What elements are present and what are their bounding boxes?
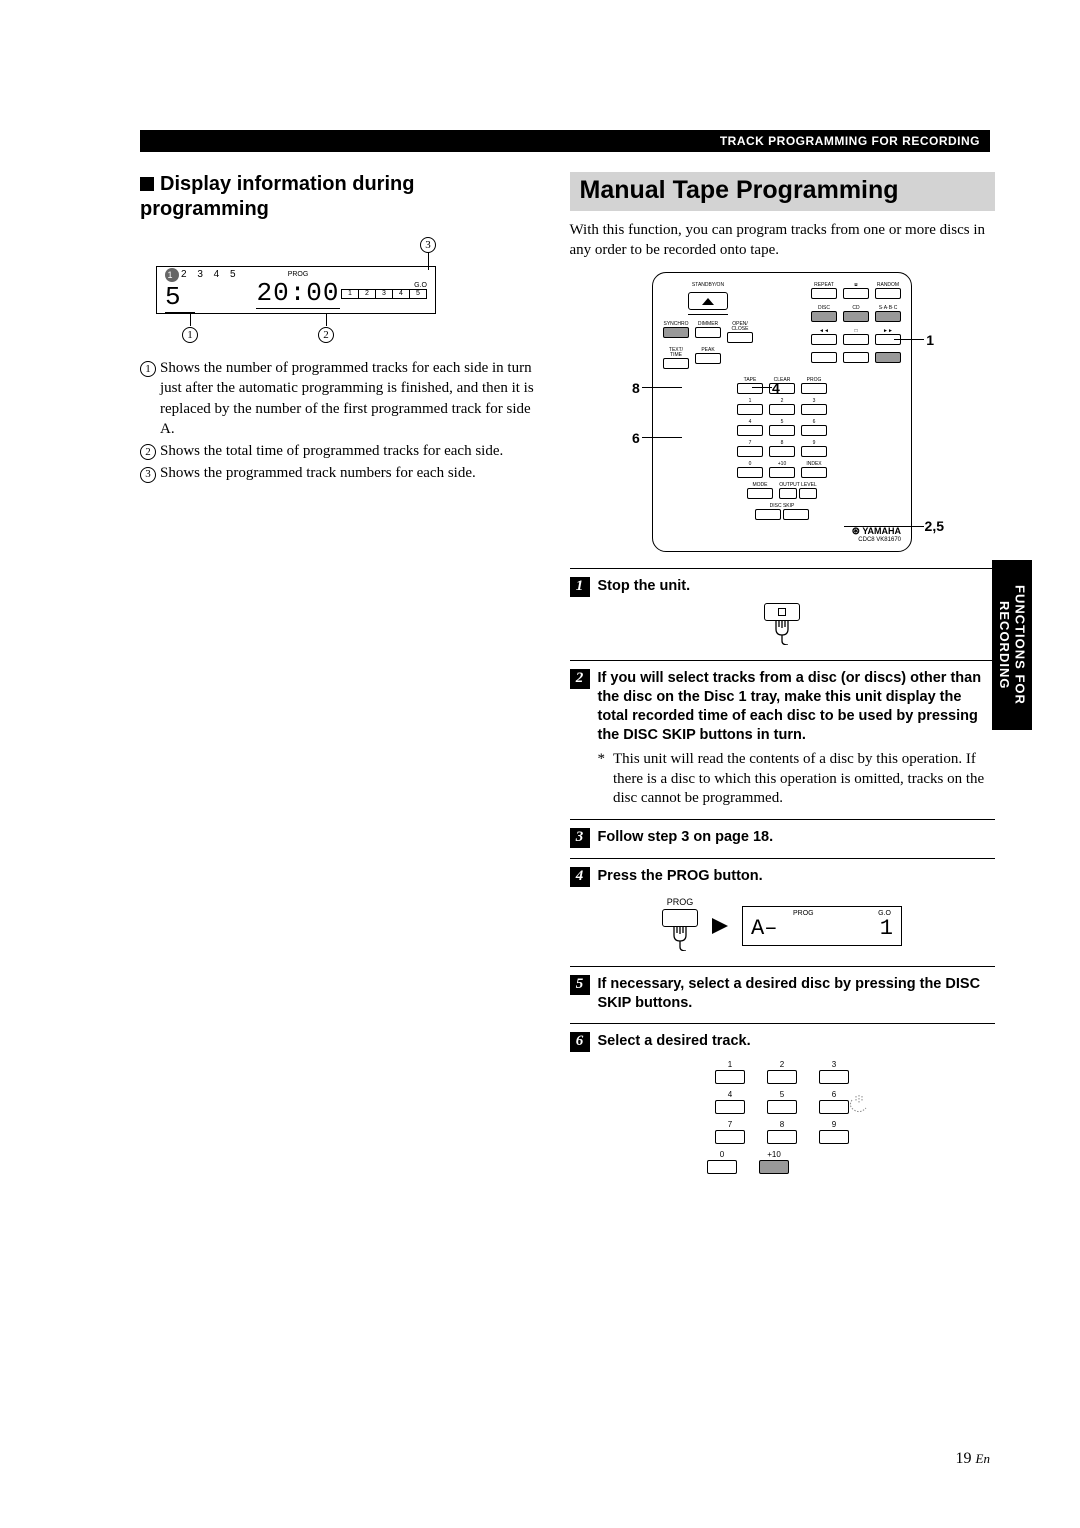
step-6-head: Select a desired track.: [598, 1032, 751, 1051]
intro-text: With this function, you can program trac…: [570, 221, 995, 260]
remote-callout-8: 8: [632, 380, 640, 396]
step-5-number: 5: [570, 975, 590, 995]
callout-2: 2: [318, 326, 334, 343]
lcd-prog-label: PROG: [255, 271, 341, 278]
remote-callout-6: 6: [632, 430, 640, 446]
numpad-diagram: 1 2 3 4 5 6: [702, 1060, 862, 1174]
right-column: Manual Tape Programming With this functi…: [570, 172, 995, 1190]
step-1-head: Stop the unit.: [598, 577, 691, 596]
annot-2-text: Shows the total time of programmed track…: [160, 441, 503, 461]
lcd-go-label: G.O: [414, 282, 427, 289]
stop-button-icon: [764, 603, 800, 650]
callout-3: 3: [420, 236, 436, 253]
header-title: TRACK PROGRAMMING FOR RECORDING: [720, 134, 980, 148]
model-label: CDC8 VK81670: [663, 537, 901, 543]
step-2-note: This unit will read the contents of a di…: [613, 750, 995, 809]
annot-3-text: Shows the programmed track numbers for e…: [160, 463, 476, 483]
remote-callout-4: 4: [772, 380, 780, 396]
left-heading-text: Display information during programming: [140, 173, 414, 220]
heading-square-icon: [140, 177, 154, 191]
press-hand-icon: [848, 1092, 878, 1122]
lcd-box: 12 3 4 5 5 PROG 20:00 G.O 1 2 3: [156, 266, 436, 314]
lcd-disc-row: 12 3 4 5: [165, 268, 255, 282]
page-footer: 19 En: [956, 1450, 990, 1468]
annotation-list: 1 Shows the number of programmed tracks …: [140, 358, 540, 484]
step-4-number: 4: [570, 867, 590, 887]
remote-callout-1: 1: [926, 332, 934, 348]
left-heading: Display information during programming: [140, 172, 540, 222]
step-4: 4 Press the PROG button. PROG PROG G.O: [570, 858, 995, 966]
lcd-track-number: 5: [165, 282, 195, 313]
step-2: 2 If you will select tracks from a disc …: [570, 660, 995, 819]
side-tab-text: FUNCTIONS FOR RECORDING: [996, 585, 1027, 705]
brand-label: YAMAHA: [862, 526, 901, 536]
remote-callout-2-5: 2,5: [925, 518, 944, 534]
step-3: 3 Follow step 3 on page 18.: [570, 819, 995, 858]
step-1-number: 1: [570, 577, 590, 597]
step-2-number: 2: [570, 669, 590, 689]
page-header-bar: TRACK PROGRAMMING FOR RECORDING: [140, 130, 990, 152]
step-6: 6 Select a desired track. 1 2 3 4 5 6: [570, 1023, 995, 1190]
side-tab: FUNCTIONS FOR RECORDING: [992, 560, 1032, 730]
step-3-head: Follow step 3 on page 18.: [598, 828, 774, 847]
annot-1-text: Shows the number of programmed tracks fo…: [160, 358, 540, 439]
step-4-head: Press the PROG button.: [598, 867, 763, 886]
remote-diagram: STANDBY/ON SYNCHRO DIMMER OPEN/ CLOSE TE…: [652, 272, 912, 552]
lcd-diagram: 3 12 3 4 5 5 PROG 20:00 G.: [156, 236, 446, 346]
prog-button-icon: PROG: [662, 897, 698, 956]
step-6-number: 6: [570, 1032, 590, 1052]
prog-lcd: PROG G.O A– 1: [742, 906, 902, 946]
callout-1: 1: [182, 326, 198, 343]
banner-text: Manual Tape Programming: [580, 176, 899, 204]
section-banner: Manual Tape Programming: [570, 172, 995, 211]
standby-button-icon: [688, 292, 728, 310]
step-2-head: If you will select tracks from a disc (o…: [598, 669, 995, 744]
left-column: Display information during programming 3…: [140, 172, 540, 1190]
step-5-head: If necessary, select a desired disc by p…: [598, 975, 995, 1013]
page-number: 19: [956, 1450, 972, 1467]
step-1: 1 Stop the unit.: [570, 568, 995, 660]
lcd-time: 20:00: [256, 278, 339, 309]
page-lang: En: [976, 1451, 990, 1466]
step-3-number: 3: [570, 828, 590, 848]
arrow-right-icon: [712, 918, 728, 934]
step-5: 5 If necessary, select a desired disc by…: [570, 966, 995, 1023]
